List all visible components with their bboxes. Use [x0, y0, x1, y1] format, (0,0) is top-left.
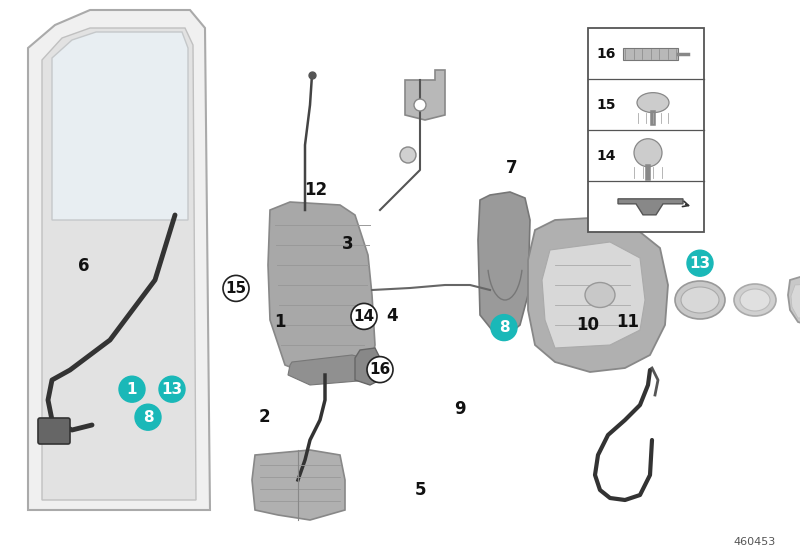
Ellipse shape [681, 287, 719, 313]
Ellipse shape [675, 281, 725, 319]
Polygon shape [528, 218, 668, 372]
Circle shape [119, 376, 145, 402]
Text: 16: 16 [596, 46, 616, 60]
Ellipse shape [740, 289, 770, 311]
Polygon shape [252, 450, 345, 520]
Circle shape [367, 357, 393, 382]
Circle shape [223, 276, 249, 301]
Polygon shape [28, 10, 210, 510]
Polygon shape [52, 32, 188, 220]
Text: 3: 3 [342, 235, 354, 253]
Bar [588, 28, 704, 232]
Circle shape [135, 404, 161, 430]
Text: 2: 2 [258, 408, 270, 426]
Text: 6: 6 [78, 257, 90, 275]
Text: 1: 1 [126, 382, 138, 396]
Text: 5: 5 [414, 481, 426, 499]
Ellipse shape [637, 92, 669, 113]
Ellipse shape [585, 282, 615, 307]
Text: 9: 9 [454, 400, 466, 418]
Circle shape [634, 139, 662, 167]
Ellipse shape [734, 284, 776, 316]
Text: 12: 12 [305, 181, 327, 199]
Polygon shape [268, 202, 375, 375]
Text: 4: 4 [386, 307, 398, 325]
Text: 14: 14 [596, 149, 616, 163]
Polygon shape [791, 283, 800, 318]
Text: 13: 13 [690, 256, 710, 270]
Polygon shape [355, 348, 380, 385]
Text: 11: 11 [617, 313, 639, 331]
Polygon shape [288, 355, 372, 385]
Text: 8: 8 [498, 320, 510, 335]
Text: 8: 8 [142, 410, 154, 424]
Ellipse shape [414, 99, 426, 111]
Text: 7: 7 [506, 159, 518, 177]
Polygon shape [623, 48, 678, 59]
Polygon shape [478, 192, 530, 335]
Polygon shape [542, 242, 645, 348]
Circle shape [400, 147, 416, 163]
Circle shape [351, 304, 377, 329]
Circle shape [687, 250, 713, 276]
Text: 14: 14 [354, 309, 374, 324]
Text: 15: 15 [226, 281, 246, 296]
Polygon shape [618, 199, 683, 215]
Circle shape [491, 315, 517, 340]
Polygon shape [42, 28, 196, 500]
FancyBboxPatch shape [38, 418, 70, 444]
Text: 10: 10 [577, 316, 599, 334]
Text: 13: 13 [162, 382, 182, 396]
Polygon shape [405, 70, 445, 120]
Polygon shape [788, 276, 800, 328]
Circle shape [159, 376, 185, 402]
Text: 16: 16 [370, 362, 390, 377]
Text: 1: 1 [274, 313, 286, 331]
Text: 460453: 460453 [734, 537, 776, 547]
Text: 15: 15 [596, 97, 616, 111]
